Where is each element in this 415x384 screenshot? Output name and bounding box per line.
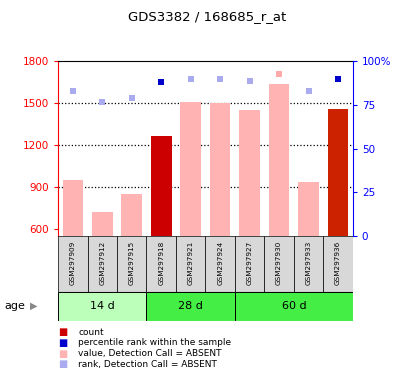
Text: GSM297909: GSM297909	[70, 241, 76, 285]
Bar	[235, 236, 264, 292]
Bar	[58, 292, 146, 321]
Bar	[92, 212, 112, 236]
Text: GSM297927: GSM297927	[247, 241, 253, 285]
Text: ■: ■	[58, 349, 67, 359]
Text: GSM297933: GSM297933	[305, 241, 312, 285]
Bar	[63, 180, 83, 236]
Bar	[176, 236, 205, 292]
Text: value, Detection Call = ABSENT: value, Detection Call = ABSENT	[78, 349, 222, 358]
Bar	[294, 236, 323, 292]
Bar	[264, 236, 294, 292]
Text: GSM297921: GSM297921	[188, 241, 194, 285]
Text: GSM297918: GSM297918	[158, 241, 164, 285]
Bar	[88, 236, 117, 292]
Bar	[146, 236, 176, 292]
Text: count: count	[78, 328, 104, 337]
Text: GSM297936: GSM297936	[335, 241, 341, 285]
Point	[158, 79, 164, 86]
Point	[99, 99, 105, 105]
Bar	[58, 236, 88, 292]
Bar	[122, 194, 142, 236]
Text: ■: ■	[58, 327, 67, 337]
Bar	[117, 236, 146, 292]
Text: percentile rank within the sample: percentile rank within the sample	[78, 338, 231, 348]
Text: GSM297924: GSM297924	[217, 241, 223, 285]
Bar	[298, 182, 319, 236]
Bar	[323, 236, 353, 292]
Text: age: age	[4, 301, 25, 311]
Text: ■: ■	[58, 338, 67, 348]
Bar	[328, 109, 348, 236]
Bar	[181, 102, 201, 236]
Point	[276, 71, 282, 77]
Text: 14 d: 14 d	[90, 301, 115, 311]
Text: ▶: ▶	[30, 301, 37, 311]
Point	[129, 95, 135, 101]
Bar	[205, 236, 235, 292]
Point	[70, 88, 76, 94]
Text: GSM297930: GSM297930	[276, 241, 282, 285]
Text: GSM297912: GSM297912	[99, 241, 105, 285]
Point	[334, 76, 341, 82]
Point	[247, 78, 253, 84]
Bar	[151, 136, 171, 236]
Text: 28 d: 28 d	[178, 301, 203, 311]
Point	[305, 88, 312, 94]
Point	[188, 76, 194, 82]
Text: ■: ■	[58, 359, 67, 369]
Bar	[146, 292, 235, 321]
Text: GDS3382 / 168685_r_at: GDS3382 / 168685_r_at	[128, 10, 287, 23]
Bar	[235, 292, 353, 321]
Text: 60 d: 60 d	[281, 301, 306, 311]
Text: rank, Detection Call = ABSENT: rank, Detection Call = ABSENT	[78, 360, 217, 369]
Point	[217, 76, 223, 82]
Bar	[269, 84, 289, 236]
Bar	[239, 110, 260, 236]
Bar	[210, 103, 230, 236]
Text: GSM297915: GSM297915	[129, 241, 135, 285]
